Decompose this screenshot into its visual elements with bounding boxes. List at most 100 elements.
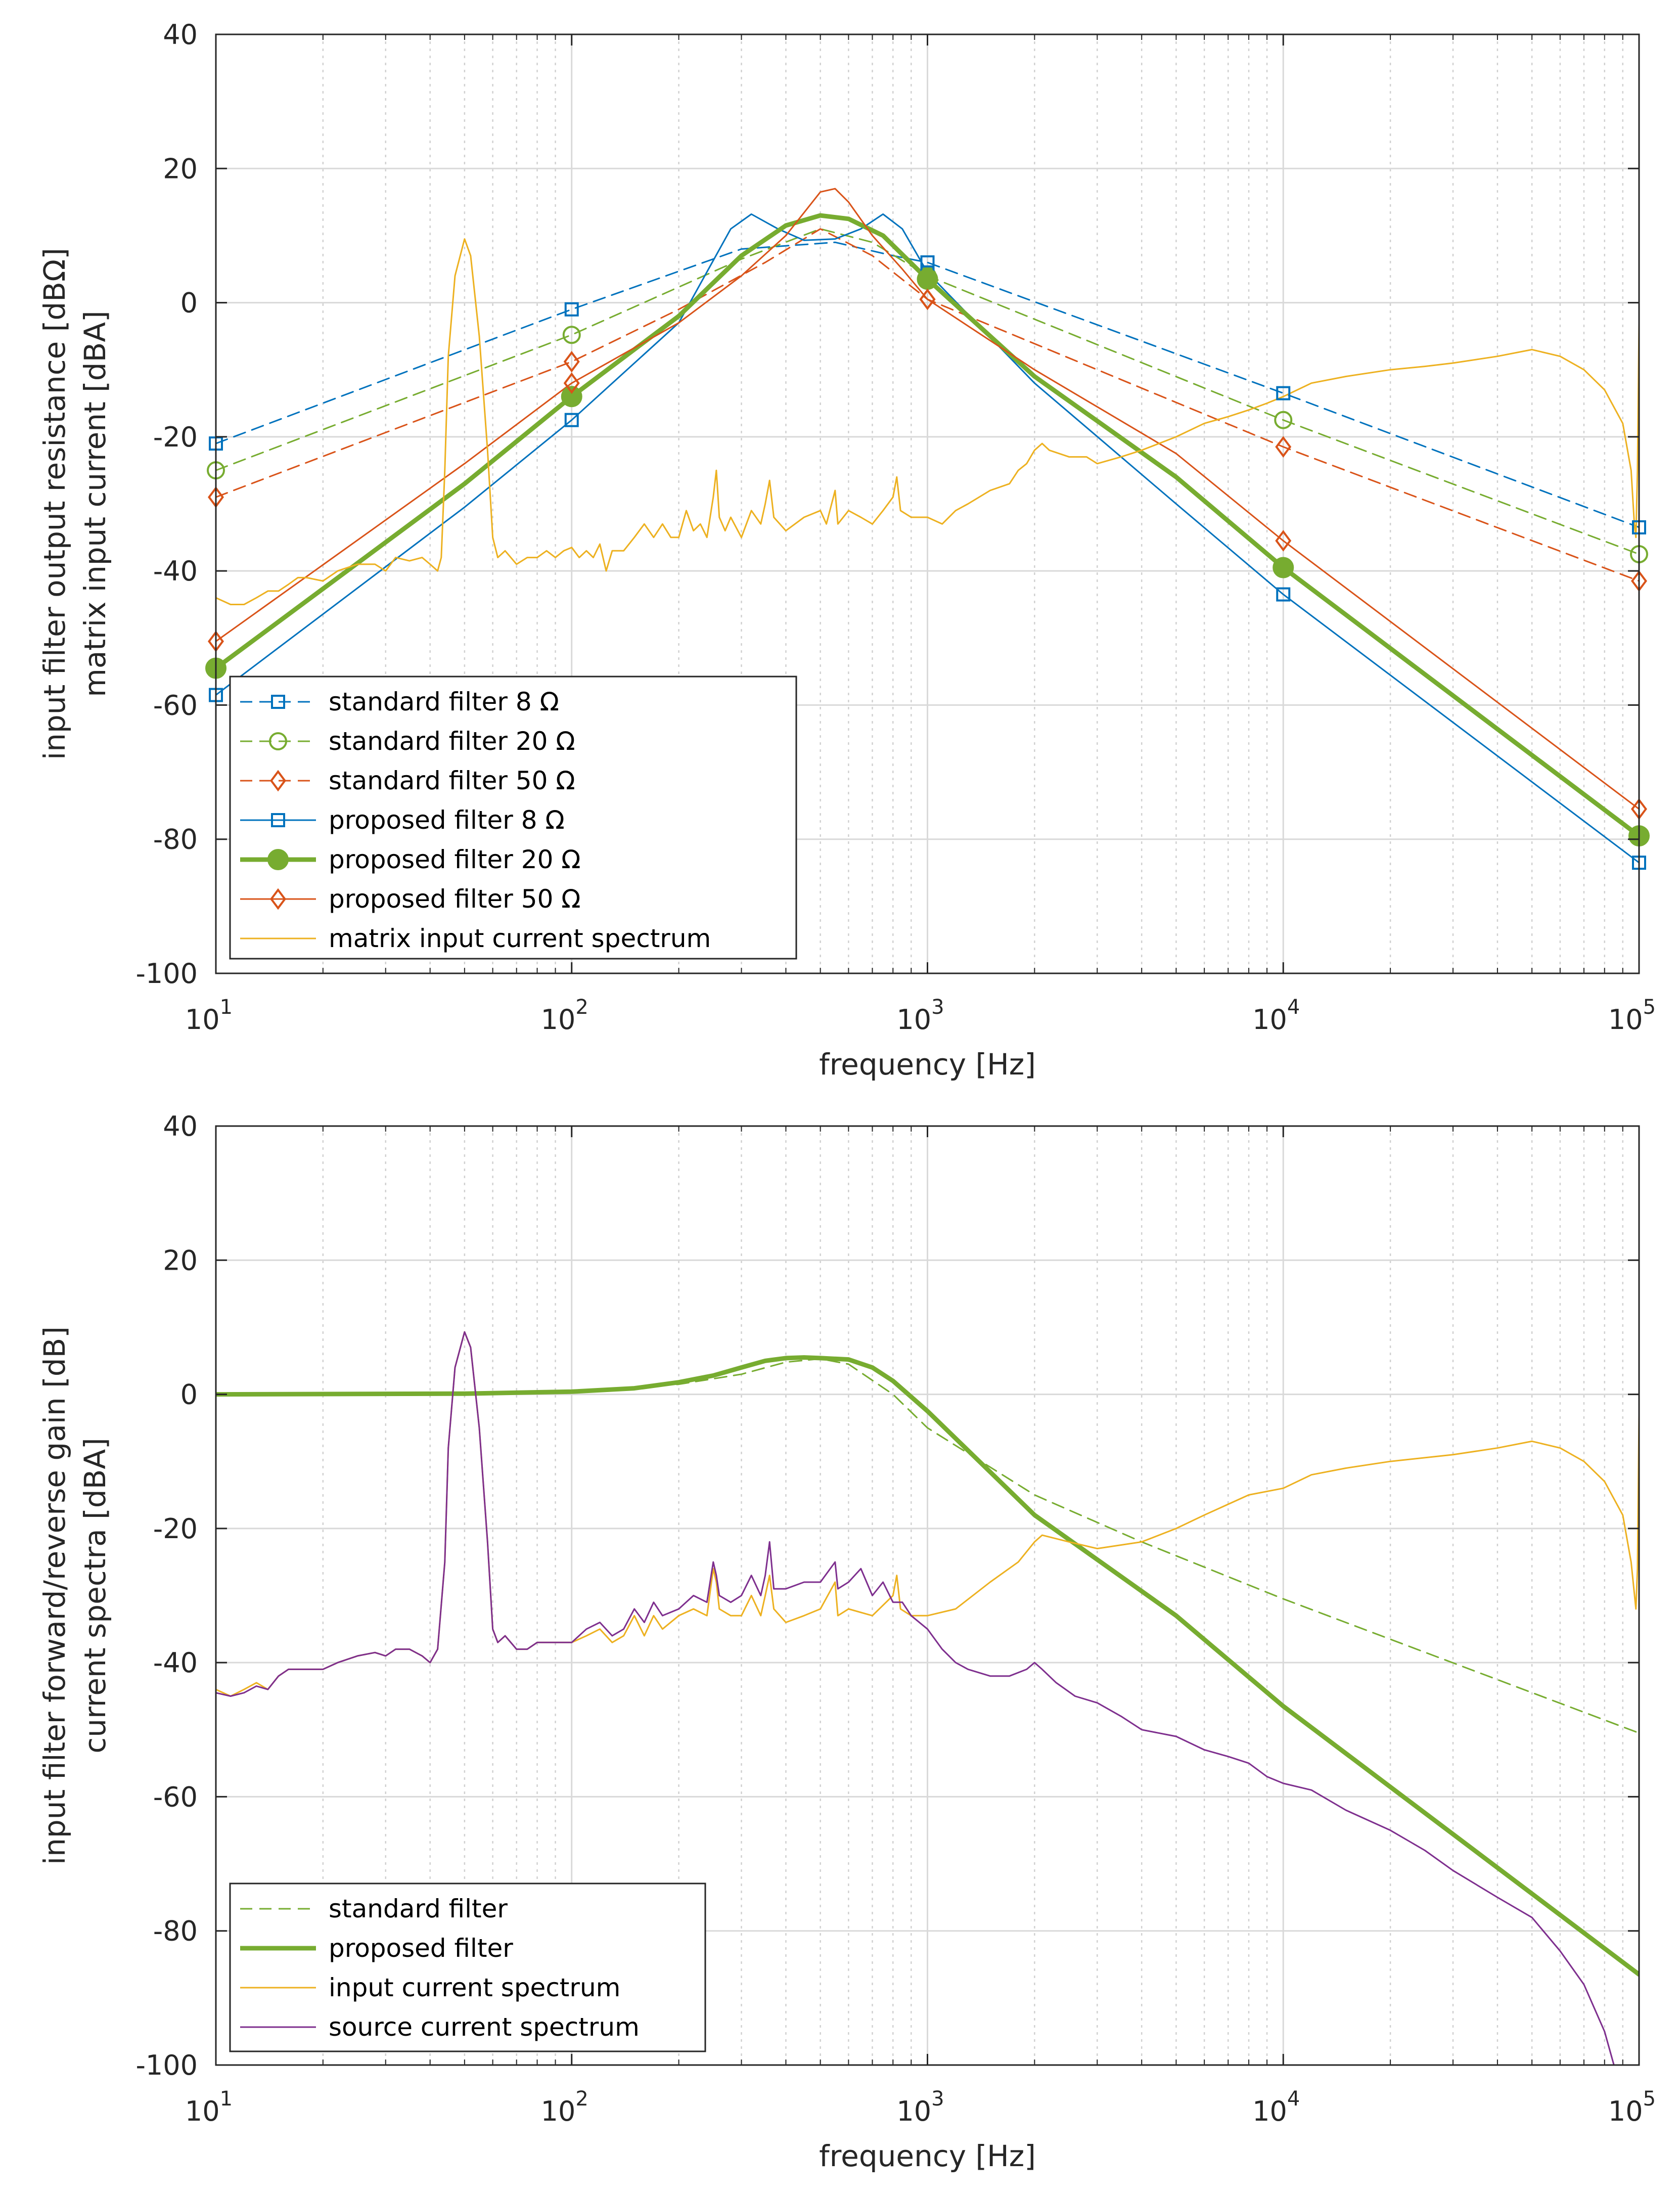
x-tick-label: 103 [896,2087,944,2127]
y-tick-label: 20 [163,153,198,185]
legend-marker [267,849,289,870]
series-line-source-current-spectrum [216,1331,1615,2065]
legend-marker [269,732,287,750]
x-tick-label: 103 [896,996,944,1036]
x-tick-label: 104 [1252,2087,1300,2127]
y-tick-label: 40 [163,19,198,51]
legend-marker [270,770,286,792]
y-tick-label: 0 [180,287,198,319]
series-line-matrix-input-current-spectrum [216,238,1639,605]
x-tick-base: 10 [1608,2095,1643,2127]
legend-entry-label: standard filter 8 Ω [329,687,559,716]
series-line-proposed-filter-20 [216,213,1639,838]
x-tick-label: 104 [1252,996,1300,1036]
y-tick-label: -40 [153,555,198,587]
data-marker [1275,436,1292,458]
series-line-proposed-filter [216,1355,1639,1977]
legend-entry-label: standard filter 20 Ω [329,727,575,756]
data-marker [1276,386,1291,400]
data-marker [562,326,581,344]
x-tick-label: 102 [541,2087,588,2127]
x-tick-label: 105 [1608,996,1656,1036]
data-marker [1275,530,1292,552]
y-tick-label: 20 [163,1244,198,1276]
x-tick-exponent: 1 [220,996,233,1019]
x-tick-base: 10 [541,1004,576,1036]
legend: standard filter 8 Ω standard filter 20 Ω s… [229,676,797,960]
x-tick-base: 10 [185,2095,220,2127]
series-line-proposed-filter-50 [216,188,1639,810]
x-tick-base: 10 [1252,2095,1287,2127]
data-marker [563,372,580,394]
y-axis-label: input filter forward/reverse gain [dB] [37,1326,72,1865]
data-marker [1276,587,1291,602]
y-axis-label: matrix input current [dBA] [78,310,112,697]
legend-box [229,1882,706,2052]
y-tick-label: -100 [135,2049,198,2081]
x-axis-label: frequency [Hz] [819,2139,1036,2173]
legend-marker [270,888,286,910]
legend-entry-label: input current spectrum [329,1973,620,2002]
x-tick-exponent: 5 [1643,2087,1656,2111]
legend-marker [271,695,285,709]
x-tick-exponent: 1 [220,2087,233,2111]
data-marker [1273,557,1294,578]
x-tick-label: 101 [185,996,233,1036]
y-tick-label: -60 [153,689,198,721]
legend-entry-label: standard filter 50 Ω [329,766,575,795]
x-tick-base: 10 [1252,1004,1287,1036]
legend-entry-label: proposed filter [329,1934,513,1963]
y-tick-label: -60 [153,1781,198,1813]
series-group [216,1331,1639,2065]
x-tick-label: 101 [185,2087,233,2127]
data-marker [564,302,579,317]
series-line-standard-filter-8 [216,241,1639,528]
x-tick-exponent: 2 [575,2087,588,2111]
series-line-proposed-filter-8 [216,213,1639,864]
x-tick-exponent: 3 [931,2087,944,2111]
x-tick-label: 102 [541,996,588,1036]
x-tick-label: 105 [1608,2087,1656,2127]
y-tick-label: 40 [163,1110,198,1142]
legend-entry-label: matrix input current spectrum [329,924,711,953]
legend-entry-label: standard filter [329,1894,508,1923]
y-tick-label: -20 [153,1513,198,1545]
y-tick-label: -80 [153,824,198,856]
x-tick-exponent: 3 [931,996,944,1019]
legend-entry-label: proposed filter 20 Ω [329,845,581,874]
data-marker [564,413,579,427]
data-marker [917,268,938,290]
series-line-standard-filter-20 [216,228,1639,555]
x-tick-base: 10 [896,1004,931,1036]
y-axis-label: current spectra [dBA] [78,1438,112,1753]
y-tick-label: -40 [153,1647,198,1679]
series-line-standard-filter-50 [216,228,1639,582]
x-tick-base: 10 [185,1004,220,1036]
y-tick-label: 0 [180,1379,198,1411]
y-tick-label: -20 [153,421,198,453]
legend: standard filter proposed filter input curr… [229,1882,706,2052]
legend-entry-label: source current spectrum [329,2012,640,2042]
x-tick-base: 10 [1608,1004,1643,1036]
data-marker [563,350,580,373]
x-tick-base: 10 [541,2095,576,2127]
x-tick-exponent: 5 [1643,996,1656,1019]
x-axis-label: frequency [Hz] [819,1047,1036,1082]
x-tick-exponent: 2 [575,996,588,1019]
legend-marker [271,813,285,827]
data-marker [919,288,936,310]
legend-entry-label: proposed filter 8 Ω [329,805,565,835]
y-tick-label: -80 [153,1915,198,1947]
y-tick-label: -100 [135,958,198,990]
series-group [216,188,1639,864]
x-tick-exponent: 4 [1287,2087,1300,2111]
data-marker [1274,411,1293,429]
legend-box [229,676,797,960]
legend-entry-label: proposed filter 50 Ω [329,884,581,914]
x-tick-base: 10 [896,2095,931,2127]
y-axis-label: input filter output resistance [dBΩ] [37,248,72,760]
data-marker [561,386,582,408]
